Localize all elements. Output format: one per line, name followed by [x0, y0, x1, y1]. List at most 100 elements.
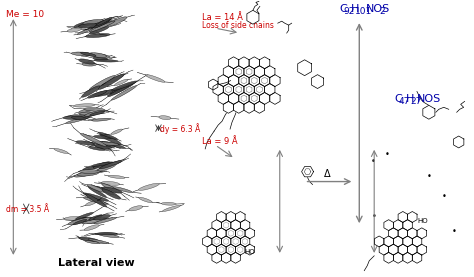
Polygon shape	[245, 228, 255, 239]
Ellipse shape	[88, 29, 100, 35]
Ellipse shape	[82, 86, 100, 97]
Ellipse shape	[162, 202, 176, 205]
Ellipse shape	[111, 129, 122, 134]
Ellipse shape	[84, 108, 105, 111]
Polygon shape	[264, 66, 275, 78]
Ellipse shape	[64, 217, 83, 220]
Polygon shape	[217, 244, 226, 255]
Ellipse shape	[101, 183, 120, 193]
Polygon shape	[259, 57, 270, 69]
Polygon shape	[244, 101, 254, 113]
Ellipse shape	[72, 116, 86, 120]
Ellipse shape	[84, 225, 99, 230]
Ellipse shape	[67, 28, 81, 32]
Polygon shape	[223, 84, 234, 96]
Ellipse shape	[89, 53, 107, 58]
Polygon shape	[393, 220, 403, 230]
Text: •: •	[385, 150, 390, 159]
Polygon shape	[412, 252, 422, 263]
Ellipse shape	[72, 52, 93, 56]
Polygon shape	[254, 84, 264, 96]
Polygon shape	[249, 57, 259, 69]
Polygon shape	[403, 236, 412, 247]
Polygon shape	[408, 244, 417, 255]
Ellipse shape	[83, 19, 104, 25]
Polygon shape	[236, 228, 245, 239]
Polygon shape	[221, 220, 231, 230]
Polygon shape	[389, 244, 398, 255]
Ellipse shape	[81, 133, 107, 147]
Polygon shape	[209, 79, 218, 90]
Ellipse shape	[65, 116, 91, 124]
Polygon shape	[223, 101, 234, 113]
Ellipse shape	[90, 21, 115, 32]
Ellipse shape	[100, 160, 122, 169]
Polygon shape	[247, 10, 259, 24]
Ellipse shape	[101, 187, 122, 193]
Polygon shape	[212, 252, 221, 263]
Ellipse shape	[97, 165, 115, 171]
Text: 2: 2	[379, 7, 385, 16]
Ellipse shape	[107, 17, 127, 26]
Ellipse shape	[138, 183, 159, 190]
Ellipse shape	[113, 187, 132, 193]
Polygon shape	[231, 252, 240, 263]
Ellipse shape	[88, 187, 107, 198]
Ellipse shape	[75, 217, 94, 222]
Polygon shape	[226, 244, 236, 255]
Ellipse shape	[74, 20, 98, 28]
Polygon shape	[379, 244, 389, 255]
Polygon shape	[259, 75, 270, 86]
Polygon shape	[207, 228, 217, 239]
Polygon shape	[218, 93, 228, 104]
Text: La = 14 Å: La = 14 Å	[202, 13, 243, 22]
Text: 47: 47	[399, 97, 410, 106]
Polygon shape	[398, 228, 408, 239]
Polygon shape	[240, 220, 250, 230]
Ellipse shape	[102, 141, 126, 148]
Text: La = 9 Å: La = 9 Å	[202, 137, 238, 146]
Ellipse shape	[90, 27, 109, 34]
Ellipse shape	[92, 142, 119, 145]
Polygon shape	[249, 75, 259, 86]
Text: H: H	[406, 94, 414, 104]
Ellipse shape	[92, 89, 119, 97]
Polygon shape	[231, 220, 240, 230]
Text: Loss of side chains: Loss of side chains	[202, 21, 274, 30]
Ellipse shape	[76, 141, 95, 145]
Ellipse shape	[139, 197, 152, 202]
Ellipse shape	[111, 84, 133, 95]
Polygon shape	[234, 84, 244, 96]
Text: dy = 6.3 Å: dy = 6.3 Å	[161, 123, 201, 134]
Ellipse shape	[89, 215, 102, 220]
Ellipse shape	[159, 116, 171, 120]
Ellipse shape	[93, 19, 110, 28]
Polygon shape	[244, 84, 254, 96]
Ellipse shape	[82, 63, 96, 66]
Ellipse shape	[85, 240, 99, 244]
Text: dm = 3.5 Å: dm = 3.5 Å	[6, 205, 49, 214]
Polygon shape	[398, 212, 408, 222]
Ellipse shape	[94, 217, 117, 224]
Ellipse shape	[87, 197, 105, 203]
Polygon shape	[311, 75, 324, 89]
Text: •: •	[451, 227, 456, 235]
Polygon shape	[223, 66, 234, 78]
Ellipse shape	[83, 197, 108, 204]
Text: HO: HO	[417, 218, 428, 224]
Polygon shape	[226, 228, 236, 239]
Text: •: •	[427, 172, 431, 181]
Ellipse shape	[79, 24, 99, 28]
Polygon shape	[221, 252, 231, 263]
Polygon shape	[408, 228, 417, 239]
Ellipse shape	[92, 162, 114, 166]
Ellipse shape	[73, 104, 95, 107]
Ellipse shape	[85, 194, 107, 207]
Polygon shape	[270, 75, 280, 86]
Polygon shape	[264, 84, 275, 96]
Ellipse shape	[115, 79, 128, 86]
Text: •: •	[371, 157, 375, 166]
Ellipse shape	[79, 59, 95, 64]
Polygon shape	[244, 66, 254, 78]
Polygon shape	[228, 75, 239, 86]
